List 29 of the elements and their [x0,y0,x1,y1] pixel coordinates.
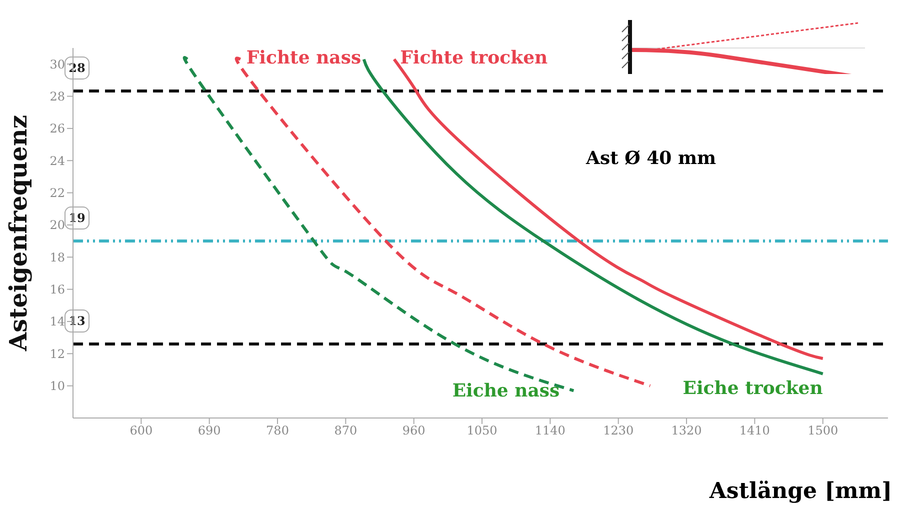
x-tick-label: 1500 [808,424,838,438]
series-label: Fichte nass [246,47,362,68]
y-tick-label: 18 [50,250,65,264]
x-axis-title: Astlänge [mm] [709,478,892,504]
x-tick-label: 1230 [603,424,634,438]
y-tick-label: 28 [50,90,65,104]
x-tick-label: 1050 [466,424,498,438]
y-tick-label: 16 [50,282,65,297]
x-tick-label: 690 [198,424,221,438]
series-label: Eiche trocken [682,378,823,399]
x-tick-label: 1410 [739,424,770,438]
x-tick-label: 960 [402,424,426,438]
y-tick-label: 22 [50,186,65,200]
y-tick-label: 20 [50,218,65,232]
y-tick-label: 26 [50,122,65,136]
y-axis-title: Asteigenfrequenz [4,115,33,352]
x-tick-label: 1320 [671,424,702,438]
series-label: Eiche nass [452,380,560,402]
x-tick-label: 1140 [534,424,566,438]
y-tick-label: 24 [50,154,66,168]
series-label: Fichte trocken [400,47,548,68]
y-tick-label: 14 [50,314,66,329]
annotation: Ast Ø 40 mm [586,148,716,169]
x-tick-label: 780 [266,424,289,438]
x-tick-label: 600 [130,424,153,438]
y-tick-label: 10 [50,379,65,394]
y-tick-label: 12 [50,346,65,361]
x-tick-label: 870 [334,424,358,438]
y-tick-label: 30 [50,57,65,72]
